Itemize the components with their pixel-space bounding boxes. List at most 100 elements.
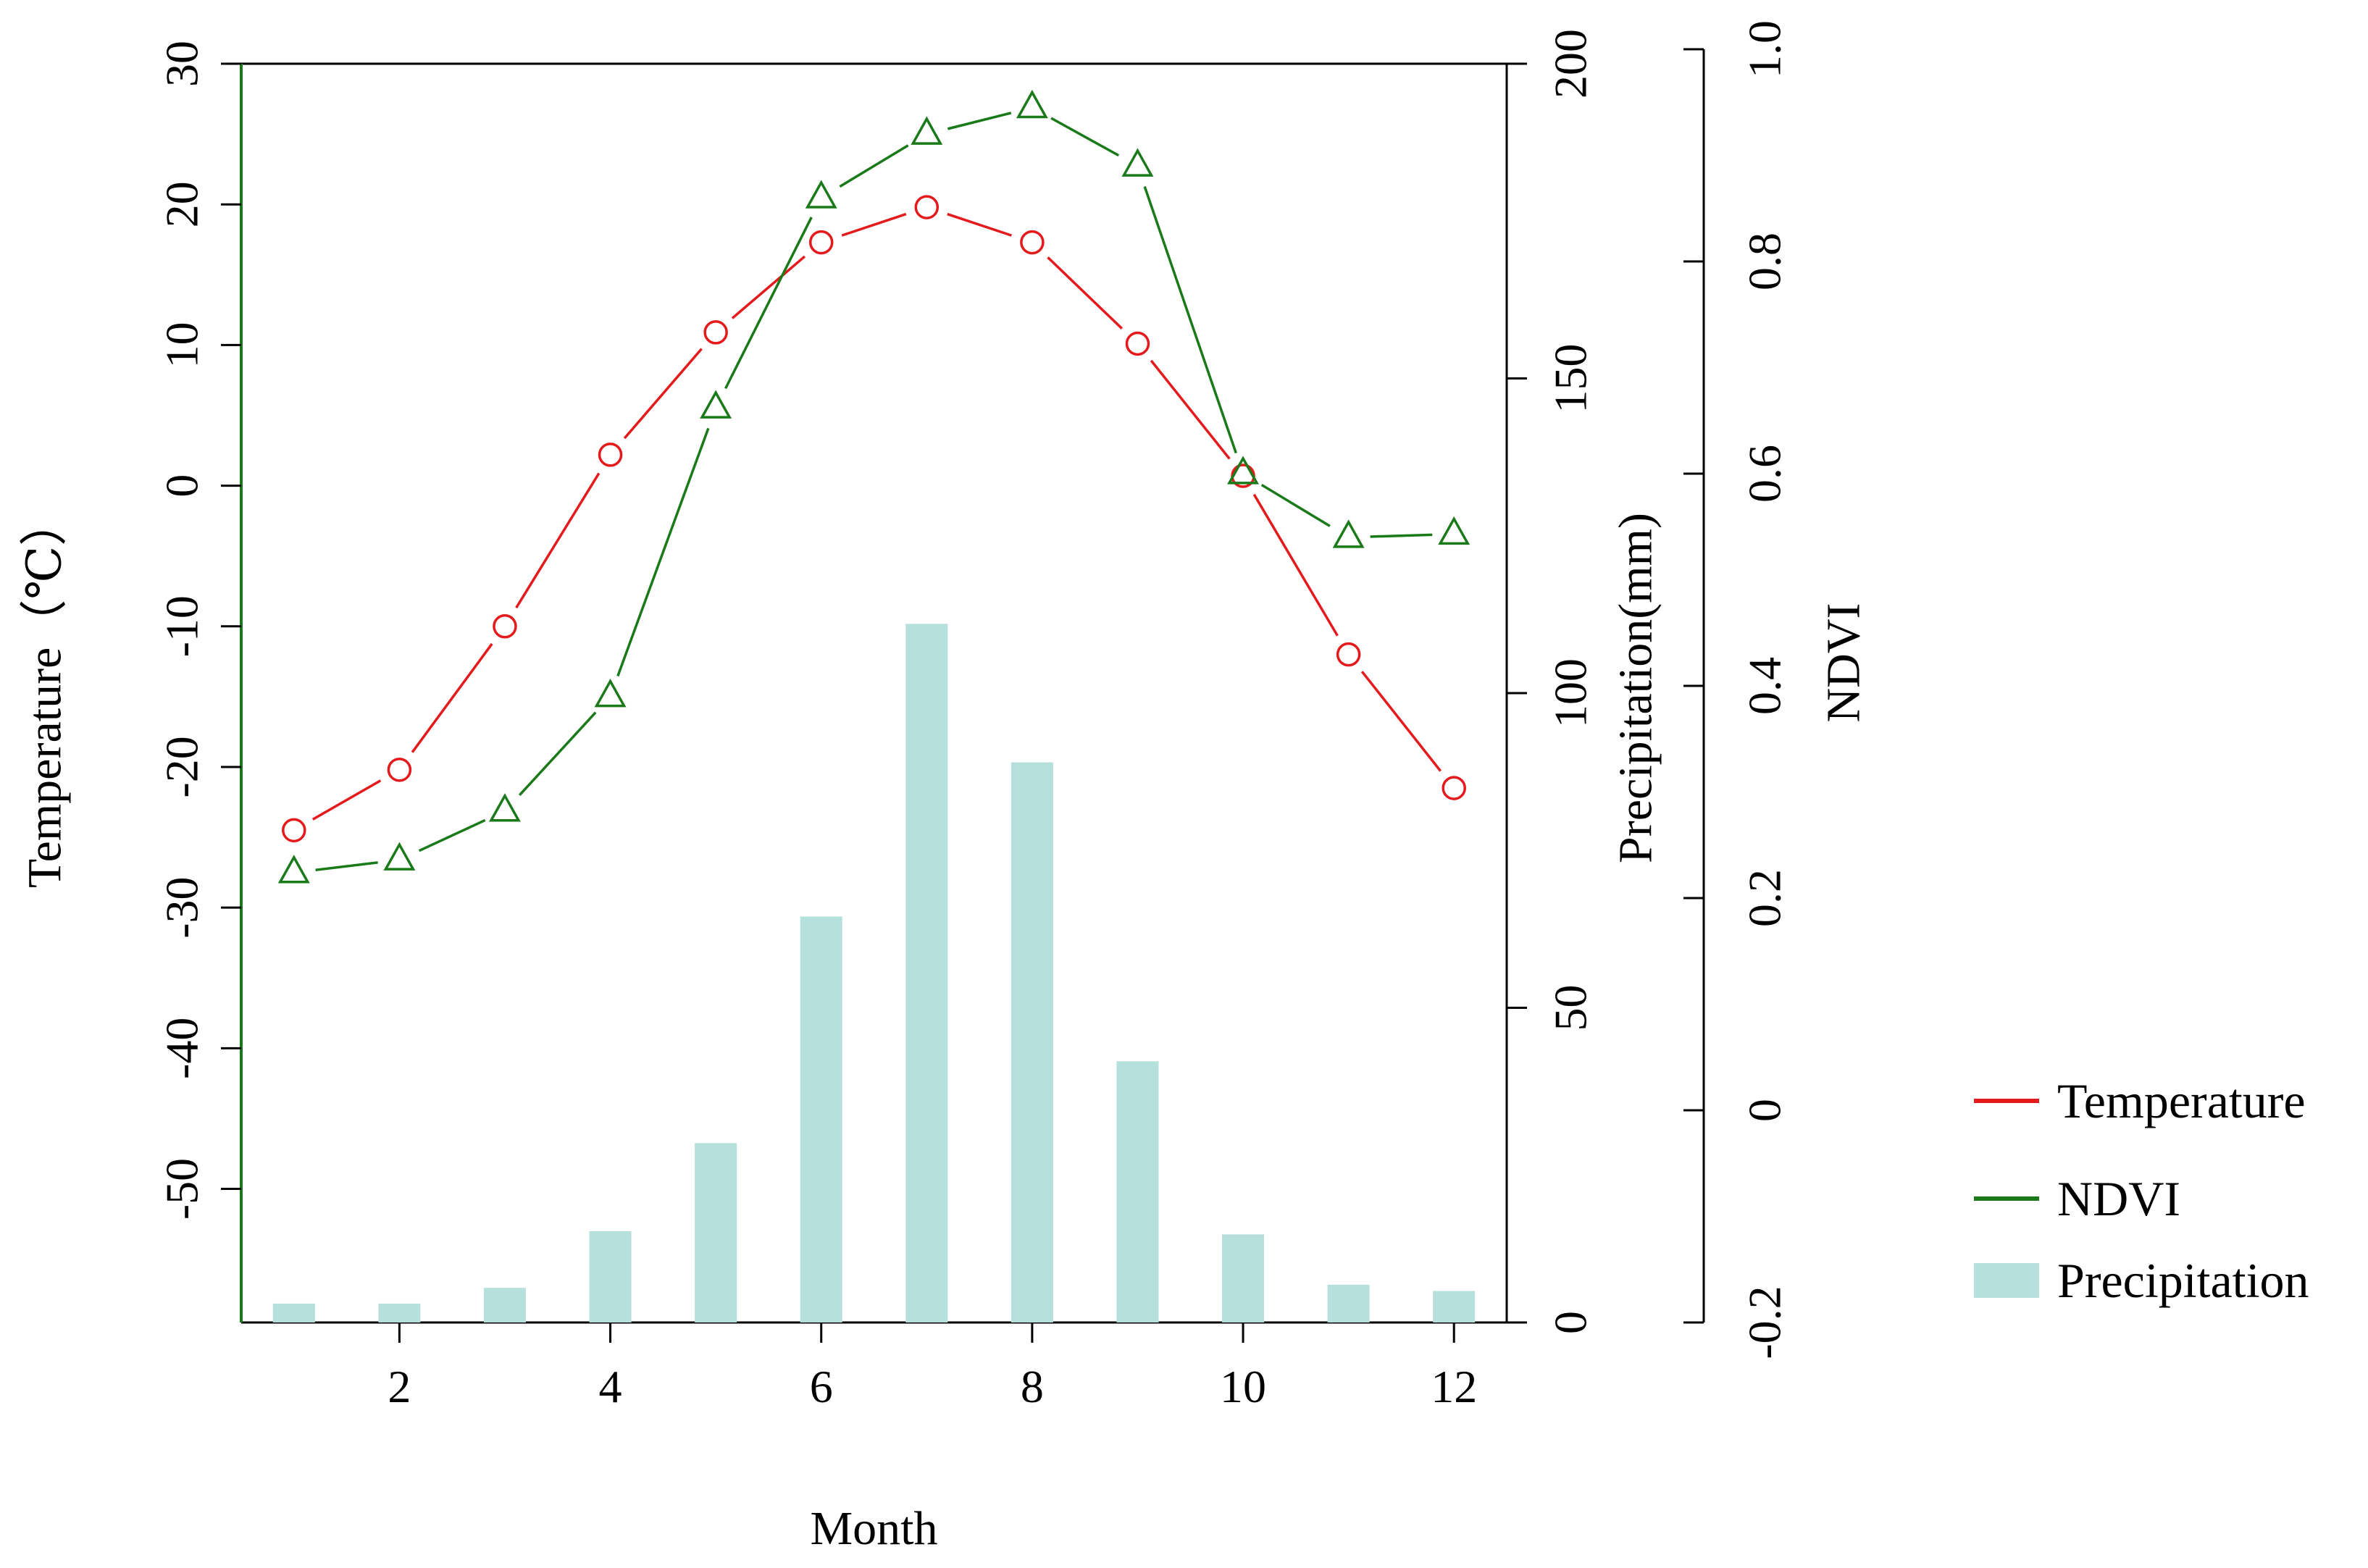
temperature-point bbox=[598, 443, 623, 467]
ndvi-axis-title: NDVI bbox=[1817, 603, 1870, 723]
ndvi-line-segment bbox=[947, 112, 1012, 130]
temperature-point bbox=[703, 320, 728, 345]
legend: Temperature NDVI Precipitation bbox=[1974, 1073, 2309, 1308]
ndvi-line-segment bbox=[1143, 185, 1237, 454]
precipitation-axis-title: Precipitation(mm) bbox=[1610, 513, 1662, 863]
temperature-line-segment bbox=[1360, 671, 1442, 772]
x-tick-label: 4 bbox=[599, 1361, 622, 1412]
temperature-line-segment bbox=[515, 472, 601, 609]
ndvi-tick-label: 1.0 bbox=[1739, 20, 1791, 78]
ndvi-point bbox=[1227, 456, 1260, 485]
temperature-line-segment bbox=[1047, 256, 1124, 330]
x-tick-label: 8 bbox=[1021, 1361, 1044, 1412]
temperature-point bbox=[914, 195, 940, 219]
precipitation-bar bbox=[1222, 1234, 1265, 1322]
ndvi-point bbox=[911, 116, 943, 145]
precipitation-bar bbox=[378, 1303, 421, 1322]
ndvi-line-segment bbox=[839, 144, 909, 188]
ndvi-line-segment bbox=[1370, 533, 1433, 538]
temperature-point bbox=[493, 614, 517, 639]
temperature-tick-label: 10 bbox=[156, 322, 208, 368]
precipitation-bar bbox=[1433, 1291, 1476, 1322]
ndvi-series bbox=[277, 89, 1470, 884]
x-tick-label: 10 bbox=[1220, 1361, 1266, 1412]
temperature-line-segment bbox=[731, 255, 806, 319]
legend-temperature-label: Temperature bbox=[2057, 1073, 2306, 1128]
ndvi-line-segment bbox=[616, 427, 710, 677]
temperature-tick-label: -30 bbox=[156, 876, 208, 938]
ndvi-tick-label: -0.2 bbox=[1739, 1286, 1791, 1359]
ndvi-tick-label: 0.4 bbox=[1739, 657, 1791, 715]
precipitation-bar bbox=[1011, 762, 1053, 1322]
legend-precipitation-swatch bbox=[1974, 1263, 2039, 1298]
ndvi-line-segment bbox=[315, 861, 378, 871]
ndvi-point bbox=[1121, 148, 1154, 177]
ndvi-point bbox=[277, 855, 310, 884]
ndvi-point bbox=[1016, 89, 1048, 119]
temperature-line-segment bbox=[623, 348, 703, 440]
ndvi-point bbox=[805, 180, 837, 209]
temperature-tick-label: 0 bbox=[156, 474, 208, 498]
temperature-point bbox=[1125, 331, 1150, 356]
ndvi-point bbox=[594, 678, 627, 708]
ndvi-line-segment bbox=[418, 818, 486, 852]
temperature-line-segment bbox=[841, 212, 907, 237]
axes: 2 4 6 8 10 123020100-10-20-30-40-502001501005… bbox=[156, 20, 1791, 1412]
temperature-line-segment bbox=[311, 779, 382, 821]
precipitation-bar bbox=[589, 1230, 632, 1322]
x-tick-label: 6 bbox=[810, 1361, 833, 1412]
temperature-point bbox=[282, 818, 306, 843]
temperature-axis-title: Temperature（℃） bbox=[19, 498, 72, 888]
ndvi-point bbox=[1438, 516, 1470, 545]
temperature-series bbox=[282, 195, 1466, 843]
precipitation-tick-label: 0 bbox=[1545, 1311, 1597, 1334]
temperature-line-segment bbox=[411, 642, 493, 753]
ndvi-tick-label: 0.6 bbox=[1739, 445, 1791, 503]
precipitation-tick-label: 150 bbox=[1545, 344, 1597, 414]
temperature-point bbox=[808, 230, 834, 255]
temperature-tick-label: -40 bbox=[156, 1018, 208, 1079]
precipitation-bars bbox=[272, 624, 1476, 1322]
ndvi-point bbox=[700, 390, 732, 419]
precipitation-bar bbox=[272, 1303, 315, 1322]
ndvi-tick-label: 0 bbox=[1739, 1099, 1791, 1122]
precipitation-tick-label: 200 bbox=[1545, 29, 1597, 98]
temperature-line-segment bbox=[947, 212, 1012, 237]
ndvi-point bbox=[383, 842, 416, 871]
temperature-tick-label: -50 bbox=[156, 1158, 208, 1220]
precipitation-bar bbox=[905, 624, 948, 1322]
precipitation-bar bbox=[800, 916, 842, 1322]
precipitation-bar bbox=[695, 1143, 737, 1322]
precipitation-tick-label: 100 bbox=[1545, 658, 1597, 728]
temperature-point bbox=[1336, 642, 1361, 667]
x-axis-title: Month bbox=[810, 1502, 937, 1555]
ndvi-point bbox=[1332, 519, 1365, 548]
temperature-line-segment bbox=[1252, 493, 1339, 637]
temperature-tick-label: 30 bbox=[156, 41, 208, 87]
temperature-point bbox=[1442, 776, 1466, 800]
ndvi-line-segment bbox=[1260, 484, 1331, 527]
x-tick-label: 12 bbox=[1431, 1361, 1477, 1412]
precipitation-bar bbox=[1327, 1284, 1370, 1322]
ndvi-line-segment bbox=[518, 711, 597, 796]
temperature-tick-label: -20 bbox=[156, 736, 208, 797]
legend-ndvi-label: NDVI bbox=[2057, 1171, 2180, 1226]
temperature-point bbox=[387, 758, 412, 782]
temperature-tick-label: 20 bbox=[156, 181, 208, 227]
temperature-tick-label: -10 bbox=[156, 595, 208, 657]
ndvi-tick-label: 0.2 bbox=[1739, 869, 1791, 927]
temperature-line-segment bbox=[1150, 359, 1231, 460]
temperature-point bbox=[1020, 230, 1045, 255]
precipitation-bar bbox=[1116, 1061, 1159, 1322]
ndvi-point bbox=[488, 793, 521, 822]
legend-precipitation-label: Precipitation bbox=[2057, 1253, 2309, 1308]
precipitation-tick-label: 50 bbox=[1545, 985, 1597, 1031]
ndvi-line-segment bbox=[724, 217, 813, 390]
plot-frame bbox=[240, 62, 1508, 1324]
series-lines bbox=[277, 89, 1470, 884]
precipitation-bar bbox=[483, 1288, 526, 1322]
ndvi-line-segment bbox=[1050, 117, 1120, 157]
ndvi-tick-label: 0.8 bbox=[1739, 232, 1791, 290]
x-tick-label: 2 bbox=[388, 1361, 411, 1412]
